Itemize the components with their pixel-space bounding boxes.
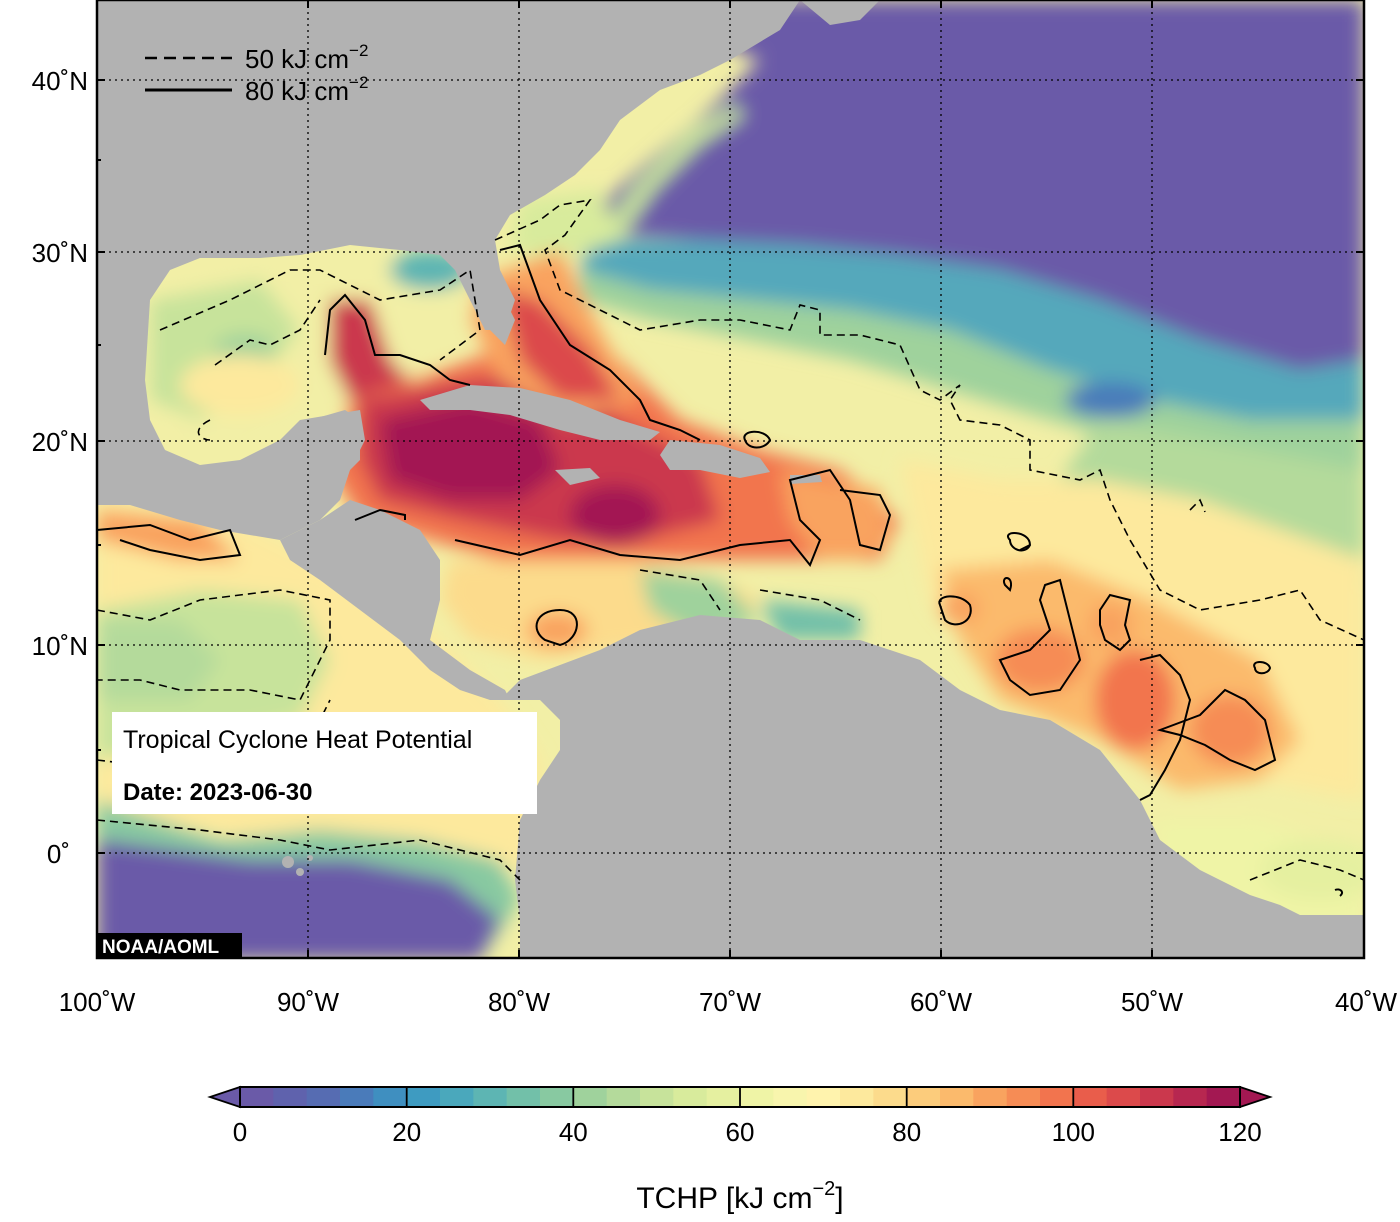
colorbar-title: TCHP [kJ cm−2] [636, 1178, 843, 1215]
lat-label-40n: 40˚N [32, 66, 88, 96]
colorbar-cell [740, 1087, 774, 1107]
legend-dashed-label: 50 kJ cm−2 [245, 41, 368, 74]
colorbar-cell [240, 1087, 274, 1107]
colorbar-cell [340, 1087, 374, 1107]
colorbar-cell [540, 1087, 574, 1107]
colorbar-min-arrow [207, 1085, 241, 1109]
colorbar-cell [773, 1087, 808, 1107]
colorbar-cell [406, 1087, 441, 1107]
colorbar-cell [606, 1087, 641, 1107]
cbar-tick-80: 80 [892, 1117, 921, 1147]
lon-label-80w: 80˚W [488, 987, 551, 1017]
colorbar-cell [906, 1087, 941, 1107]
legend-solid-label: 80 kJ cm−2 [245, 73, 368, 106]
latitude-labels: 40˚N 30˚N 20˚N 10˚N 0˚ [32, 66, 88, 869]
info-title: Tropical Cyclone Heat Potential [123, 726, 472, 754]
info-box: Tropical Cyclone Heat Potential Date: 20… [112, 712, 537, 814]
lat-label-30n: 30˚N [32, 238, 88, 268]
lat-label-20n: 20˚N [32, 427, 88, 457]
colorbar-cell [373, 1087, 408, 1107]
colorbar-cell [973, 1087, 1008, 1107]
colorbar-cell [940, 1087, 974, 1107]
axis-ticks [97, 0, 1364, 958]
colorbar-cell [1206, 1087, 1241, 1107]
colorbar-tick-labels: 0 20 40 60 80 100 120 [233, 1117, 1262, 1147]
colorbar-cell [506, 1087, 541, 1107]
credit-badge: NOAA/AOML [97, 933, 242, 958]
colorbar-cell [1073, 1087, 1108, 1107]
cbar-tick-120: 120 [1218, 1117, 1261, 1147]
colorbar-max-arrow [1239, 1085, 1273, 1109]
lon-label-40w: 40˚W [1335, 987, 1398, 1017]
colorbar-cell [273, 1087, 308, 1107]
colorbar-cell [673, 1087, 708, 1107]
colorbar-ticks [239, 1087, 1241, 1107]
longitude-labels: 100˚W 90˚W 80˚W 70˚W 60˚W 50˚W 40˚W [59, 987, 1398, 1017]
colorbar-cell [1006, 1087, 1041, 1107]
cbar-tick-60: 60 [726, 1117, 755, 1147]
colorbar-cell [1173, 1087, 1208, 1107]
colorbar-cell [806, 1087, 841, 1107]
cbar-tick-40: 40 [559, 1117, 588, 1147]
info-date: Date: 2023-06-30 [123, 779, 312, 806]
cbar-tick-20: 20 [392, 1117, 421, 1147]
colorbar-cell [873, 1087, 908, 1107]
cbar-tick-0: 0 [233, 1117, 247, 1147]
contour-legend: 50 kJ cm−2 80 kJ cm−2 [145, 41, 368, 106]
colorbar: 0 20 40 60 80 100 120 TCHP [kJ cm−2] [207, 1085, 1273, 1215]
map-panel: 50 kJ cm−2 80 kJ cm−2 Tropical Cyclone H… [97, 0, 1364, 958]
contour-80 [97, 243, 1344, 897]
contour-50 [97, 198, 1364, 881]
lon-label-100w: 100˚W [59, 987, 136, 1017]
land-masses [97, 0, 1364, 958]
colorbar-cell [706, 1087, 741, 1107]
lat-label-10n: 10˚N [32, 631, 88, 661]
colorbar-cell [1140, 1087, 1174, 1107]
lon-label-90w: 90˚W [277, 987, 340, 1017]
lat-label-0: 0˚ [47, 839, 70, 869]
cbar-tick-100: 100 [1052, 1117, 1095, 1147]
colorbar-cells [240, 1087, 1241, 1107]
colorbar-cell [840, 1087, 874, 1107]
colorbar-cell [473, 1087, 508, 1107]
lon-label-50w: 50˚W [1121, 987, 1184, 1017]
colorbar-cell [1106, 1087, 1141, 1107]
colorbar-cell [1040, 1087, 1074, 1107]
colorbar-cell [573, 1087, 608, 1107]
colorbar-cell [440, 1087, 474, 1107]
lon-label-60w: 60˚W [910, 987, 973, 1017]
credit-text: NOAA/AOML [102, 937, 220, 958]
colorbar-cell [306, 1087, 341, 1107]
colorbar-cell [640, 1087, 674, 1107]
lon-label-70w: 70˚W [699, 987, 762, 1017]
